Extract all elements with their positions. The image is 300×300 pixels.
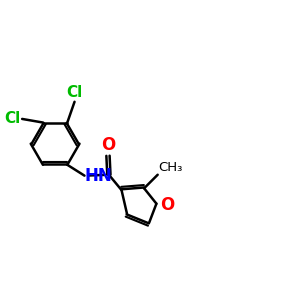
Text: O: O <box>101 136 115 154</box>
Text: Cl: Cl <box>4 111 20 126</box>
Text: HN: HN <box>85 167 112 184</box>
Text: O: O <box>160 196 175 214</box>
Text: CH₃: CH₃ <box>159 161 183 174</box>
Text: Cl: Cl <box>66 85 83 100</box>
